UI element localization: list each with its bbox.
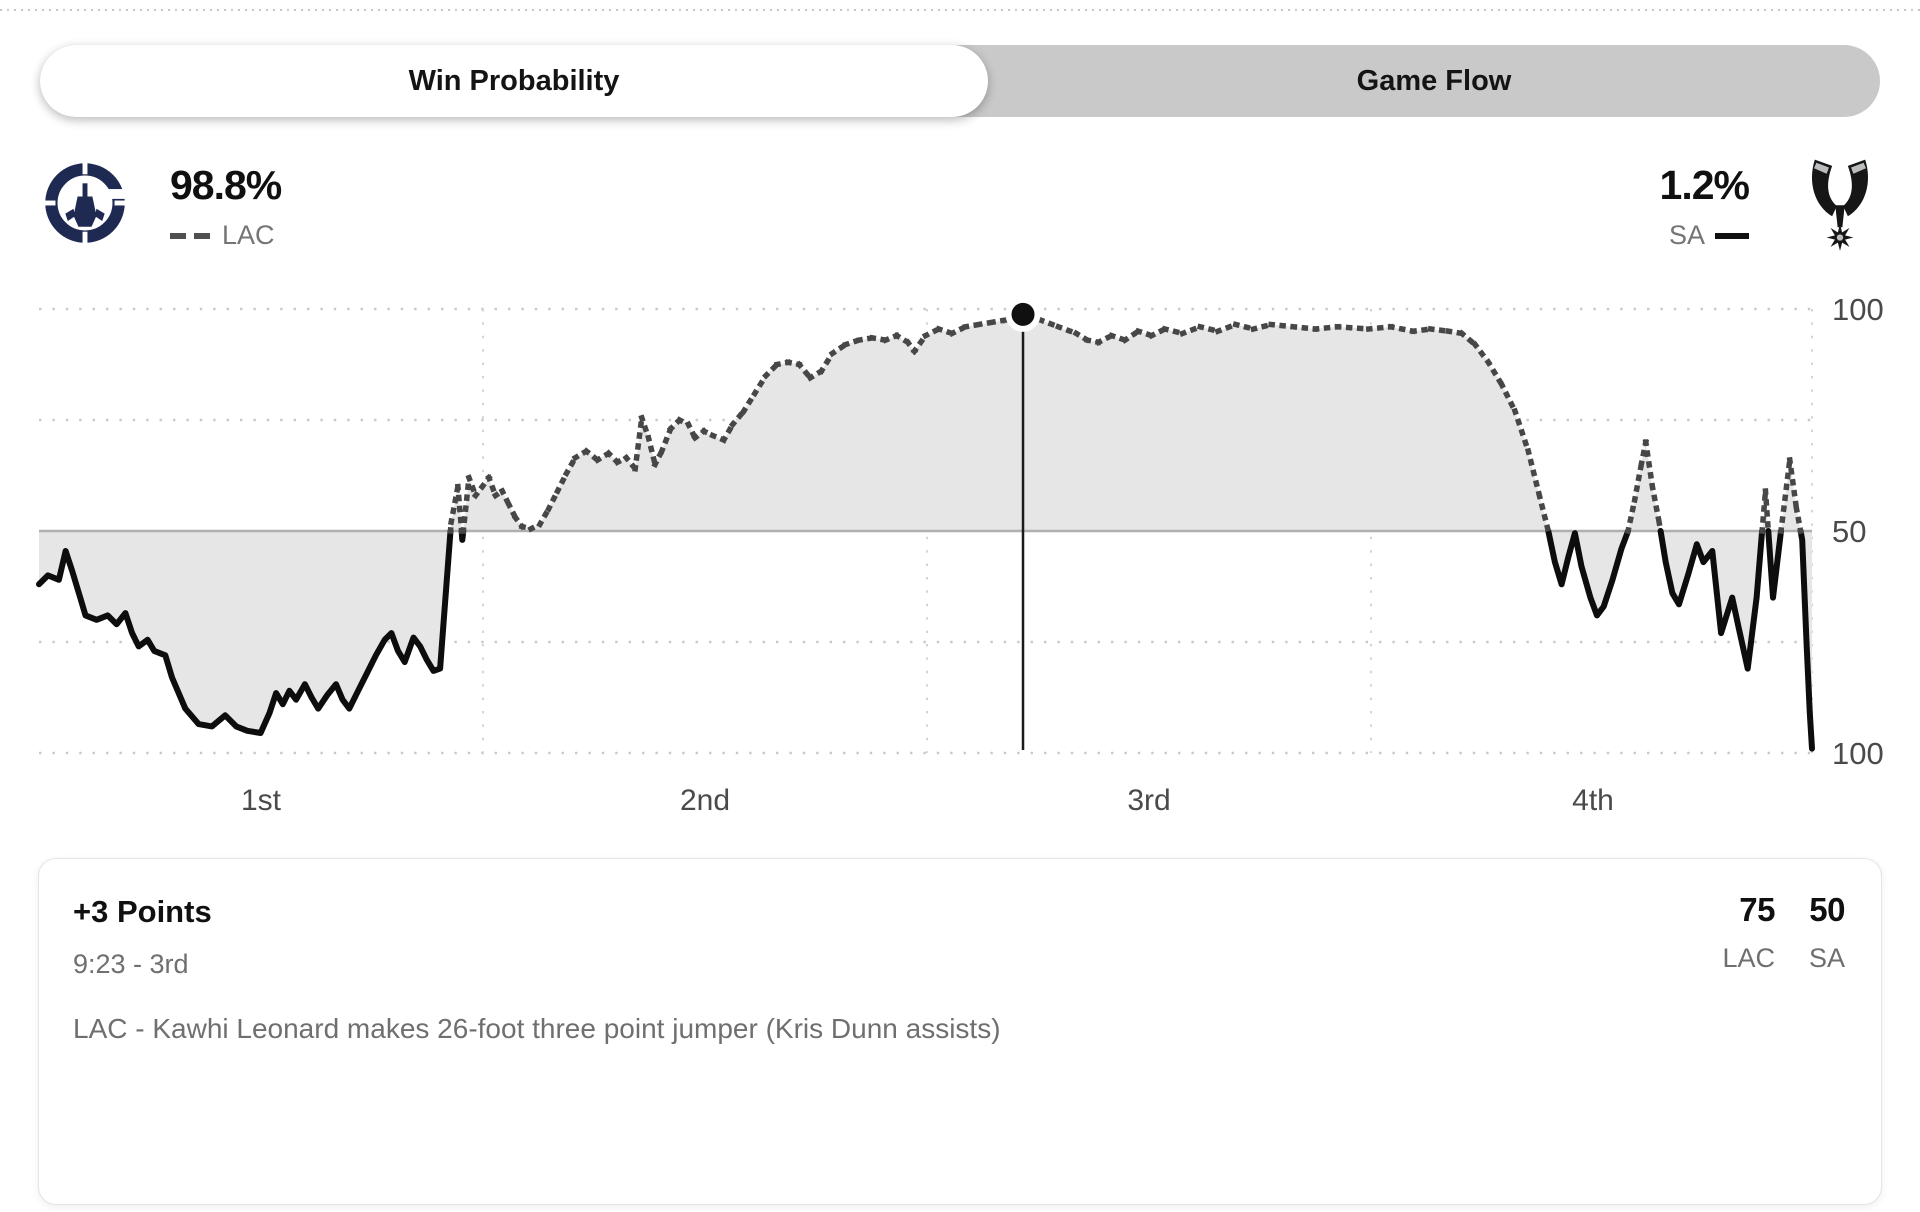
lac-legend: LAC bbox=[170, 220, 275, 251]
sa-win-percentage: 1.2% bbox=[1659, 162, 1750, 208]
sa-favored-line-solid bbox=[36, 528, 1815, 752]
play-event-card: +3 Points 9:23 - 3rd 75 LAC 50 SA LAC - … bbox=[38, 858, 1882, 1205]
tab-game-flow[interactable]: Game Flow bbox=[988, 45, 1880, 117]
sa-team-logo bbox=[1811, 159, 1869, 251]
chart-tabs: Game Flow Win Probability bbox=[40, 45, 1880, 117]
lac-abbr: LAC bbox=[222, 220, 275, 250]
sa-abbr: SA bbox=[1668, 220, 1705, 250]
y-axis-label: 100 bbox=[1832, 736, 1884, 771]
x-axis-label: 3rd bbox=[1127, 784, 1170, 817]
tab-win-probability[interactable]: Win Probability bbox=[40, 45, 988, 117]
lac-score-column: 75 LAC bbox=[1722, 891, 1775, 974]
selected-point-dot bbox=[1005, 296, 1041, 332]
win-probability-chart[interactable]: 1st 2nd 3rd 4th 100 50 100 bbox=[0, 0, 1920, 850]
probability-fill-area bbox=[39, 314, 1812, 749]
sa-score-column: 50 SA bbox=[1808, 891, 1846, 974]
lac-favored-line-dashed bbox=[447, 310, 1804, 535]
lac-score-value: 75 bbox=[1739, 891, 1775, 928]
lac-dashed-line-icon bbox=[170, 232, 210, 239]
tab-game-flow-label: Game Flow bbox=[1356, 64, 1512, 97]
event-score: 75 LAC 50 SA bbox=[1722, 891, 1845, 974]
sa-legend: SA bbox=[1669, 220, 1749, 251]
event-game-clock: 9:23 - 3rd bbox=[73, 949, 189, 979]
sa-solid-line-icon bbox=[1715, 232, 1749, 239]
x-axis-label: 2nd bbox=[680, 784, 730, 817]
x-axis-label: 4th bbox=[1572, 784, 1614, 817]
sa-score-value: 50 bbox=[1809, 891, 1845, 928]
lac-team-logo bbox=[44, 162, 126, 244]
lac-score-abbr: LAC bbox=[1722, 943, 1775, 973]
sa-score-abbr: SA bbox=[1808, 943, 1845, 973]
x-axis-label: 1st bbox=[241, 784, 282, 817]
event-points-title: +3 Points bbox=[73, 894, 212, 929]
y-axis-label: 50 bbox=[1832, 514, 1866, 549]
lac-win-percentage: 98.8% bbox=[170, 162, 282, 208]
top-dotted-separator bbox=[0, 9, 1920, 11]
tab-win-probability-label: Win Probability bbox=[408, 64, 620, 97]
event-play-description: LAC - Kawhi Leonard makes 26-foot three … bbox=[73, 1013, 1001, 1044]
y-axis-label: 100 bbox=[1832, 292, 1884, 327]
